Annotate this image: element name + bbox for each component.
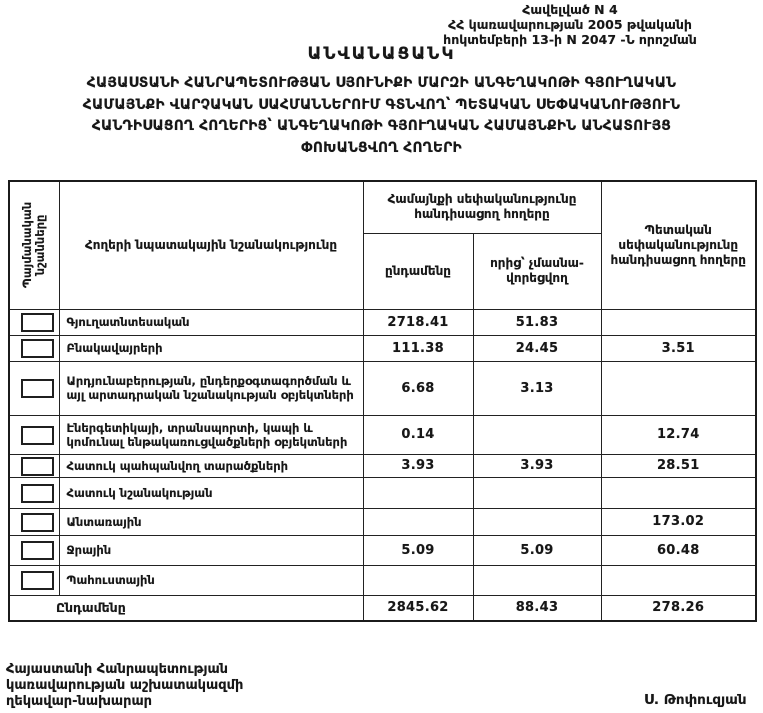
signatory-title-block: Հայաստանի Հանրապետության կառավարության ա… bbox=[6, 662, 243, 710]
legend-box bbox=[21, 512, 54, 532]
land-transfer-table: Պայմանական նշանները Հողերի նպատակային նշ… bbox=[8, 180, 758, 622]
total-state-value: 278.26 bbox=[600, 594, 757, 622]
land-category-label: Արդյունաբերության, ընդերքօգտագործման և ա… bbox=[58, 360, 364, 416]
state-value bbox=[600, 360, 757, 416]
subtitle-line-1: ՀԱՅԱՍՏԱՆԻ ՀԱՆՐԱՊԵՏՈՒԹՅԱՆ ՍՅՈՒՆԻՔԻ ՄԱՐԶԻ … bbox=[86, 75, 677, 91]
community-total-value: 5.09 bbox=[362, 534, 474, 566]
community-total-value: 111.38 bbox=[362, 334, 474, 362]
column-header-community-property: Համայնքի սեփականությունը հանդիսացող հողե… bbox=[362, 180, 602, 234]
nonprivatized-value bbox=[472, 476, 602, 509]
total-row: Ընդամենը 2845.62 88.43 278.26 bbox=[8, 594, 757, 622]
nonprivatized-value: 3.93 bbox=[472, 453, 602, 478]
nonprivatized-value bbox=[472, 507, 602, 536]
table-row: Անտառային 173.02 bbox=[8, 507, 757, 536]
legend-box bbox=[21, 483, 54, 503]
legend-box bbox=[21, 541, 54, 560]
legend-box bbox=[21, 313, 54, 332]
land-category-label: Հատուկ պահպանվող տարածքների bbox=[58, 453, 364, 478]
table-row: Արդյունաբերության, ընդերքօգտագործման և ա… bbox=[8, 360, 757, 416]
table-row: Էներգետիկայի, տրանսպորտի, կապի և կոմունա… bbox=[8, 414, 757, 455]
table-row: Բնակավայրերի 111.38 24.45 3.51 bbox=[8, 334, 757, 362]
column-header-nonprivatized: որից՝ չմասնա-վորեցվող bbox=[472, 232, 602, 310]
legend-box bbox=[21, 456, 54, 476]
land-category-label: Հատուկ նշանակության bbox=[58, 476, 364, 509]
community-total-value bbox=[362, 564, 474, 596]
community-total-value bbox=[362, 507, 474, 536]
table-row: Գյուղատնտեսական 2718.41 51.83 bbox=[8, 308, 757, 336]
total-nonprivatized-value: 88.43 bbox=[472, 594, 602, 622]
nonprivatized-value bbox=[472, 414, 602, 455]
column-header-community-total: ընդամենը bbox=[362, 232, 474, 310]
state-value bbox=[600, 476, 757, 509]
land-category-label: Ջրային bbox=[58, 534, 364, 566]
land-category-label: Էներգետիկայի, տրանսպորտի, կապի և կոմունա… bbox=[58, 414, 364, 455]
annex-number-line: Հավելված N 4 bbox=[522, 2, 618, 17]
subtitle-line-4: ՓՈԽԱՆՑՎՈՂ ՀՈՂԵՐԻ bbox=[301, 139, 462, 156]
document-subtitle: ՀԱՅԱՍՏԱՆԻ ՀԱՆՐԱՊԵՏՈՒԹՅԱՆ ՍՅՈՒՆԻՔԻ ՄԱՐԶԻ … bbox=[0, 73, 763, 159]
nonprivatized-value: 3.13 bbox=[472, 360, 602, 416]
state-value: 3.51 bbox=[600, 334, 757, 362]
column-header-conventional-signs: Պայմանական նշանները bbox=[8, 180, 60, 310]
community-total-value bbox=[362, 476, 474, 509]
legend-box bbox=[21, 425, 54, 445]
state-value bbox=[600, 308, 757, 336]
state-value: 28.51 bbox=[600, 453, 757, 478]
community-total-value: 0.14 bbox=[362, 414, 474, 455]
government-line: ՀՀ կառավարության 2005 թվականի bbox=[448, 17, 692, 32]
total-community-value: 2845.62 bbox=[362, 594, 474, 622]
state-value: 60.48 bbox=[600, 534, 757, 566]
legend-box bbox=[21, 339, 54, 358]
nonprivatized-value: 5.09 bbox=[472, 534, 602, 566]
nonprivatized-value bbox=[472, 564, 602, 596]
land-category-label: Գյուղատնտեսական bbox=[58, 308, 364, 336]
table-row: Հատուկ պահպանվող տարածքների 3.93 3.93 28… bbox=[8, 453, 757, 478]
annex-reference-note: Հավելված N 4 ՀՀ կառավարության 2005 թվակա… bbox=[381, 2, 759, 47]
signatory-title-line-1: Հայաստանի Հանրապետության bbox=[6, 662, 229, 677]
state-value: 173.02 bbox=[600, 507, 757, 536]
legend-box bbox=[21, 571, 54, 590]
column-header-state-property: Պետական սեփականությունը հանդիսացող հողեր… bbox=[600, 180, 757, 310]
total-row-label: Ընդամենը bbox=[8, 594, 364, 622]
nonprivatized-value: 24.45 bbox=[472, 334, 602, 362]
column-header-purpose: Հողերի նպատակային նշանակությունը bbox=[58, 180, 364, 310]
state-value: 12.74 bbox=[600, 414, 757, 455]
table-row: Հատուկ նշանակության bbox=[8, 476, 757, 509]
community-total-value: 6.68 bbox=[362, 360, 474, 416]
signatory-title-line-2: կառավարության աշխատակազմի bbox=[6, 678, 244, 693]
signatory-name: Ս. Թոփուզյան bbox=[644, 692, 747, 708]
state-value bbox=[600, 564, 757, 596]
nonprivatized-value: 51.83 bbox=[472, 308, 602, 336]
community-total-value: 2718.41 bbox=[362, 308, 474, 336]
community-total-value: 3.93 bbox=[362, 453, 474, 478]
table-row: Ջրային 5.09 5.09 60.48 bbox=[8, 534, 757, 566]
signatory-title-line-3: ղեկավար-նախարար bbox=[6, 694, 153, 709]
subtitle-line-3: ՀԱՆԴԻՍԱՑՈՂ ՀՈՂԵՐԻՑ՝ ԱՆԳԵՂԱԿՈԹԻ ԳՅՈՒՂԱԿԱՆ… bbox=[91, 118, 672, 134]
land-category-label: Պահուստային bbox=[58, 564, 364, 596]
decree-line: հոկտեմբերի 13-ի N 2047 -Ն որոշման bbox=[443, 32, 697, 47]
subtitle-line-2: ՀԱՄԱՅՆՔԻ ՎԱՐՉԱԿԱՆ ՍԱՀՄԱՆՆԵՐՈՒՄ ԳՏՆՎՈՂ՝ Պ… bbox=[82, 96, 681, 113]
document-title: ԱՆՎԱՆԱՑԱՆԿ bbox=[307, 44, 456, 64]
land-category-label: Բնակավայրերի bbox=[58, 334, 364, 362]
table-row: Պահուստային bbox=[8, 564, 757, 596]
land-category-label: Անտառային bbox=[58, 507, 364, 536]
legend-box bbox=[21, 379, 54, 398]
